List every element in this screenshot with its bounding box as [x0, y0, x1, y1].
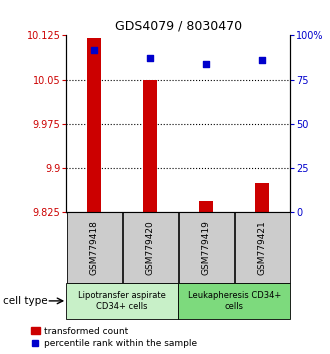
Point: [260, 57, 265, 63]
Bar: [235, 212, 290, 283]
Text: Lipotransfer aspirate
CD34+ cells: Lipotransfer aspirate CD34+ cells: [78, 291, 166, 310]
Bar: [66, 283, 178, 319]
Text: GSM779419: GSM779419: [202, 220, 211, 275]
Bar: [67, 212, 121, 283]
Bar: [87, 38, 101, 212]
Bar: [199, 201, 213, 212]
Bar: [143, 80, 157, 212]
Text: Leukapheresis CD34+
cells: Leukapheresis CD34+ cells: [188, 291, 281, 310]
Bar: [179, 212, 234, 283]
Point: [204, 61, 209, 67]
Text: GSM779418: GSM779418: [89, 220, 99, 275]
Text: GSM779421: GSM779421: [258, 221, 267, 275]
Bar: [123, 212, 178, 283]
Point: [91, 47, 97, 52]
Text: GSM779420: GSM779420: [146, 221, 155, 275]
Text: cell type: cell type: [3, 296, 48, 306]
Legend: transformed count, percentile rank within the sample: transformed count, percentile rank withi…: [31, 327, 198, 348]
Point: [148, 56, 153, 61]
Title: GDS4079 / 8030470: GDS4079 / 8030470: [115, 20, 242, 33]
Bar: [178, 283, 290, 319]
Bar: [255, 183, 269, 212]
